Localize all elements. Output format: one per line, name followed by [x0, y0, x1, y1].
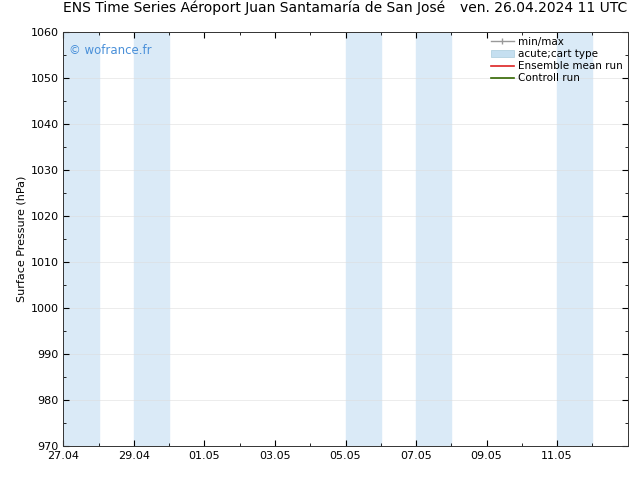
Text: ven. 26.04.2024 11 UTC: ven. 26.04.2024 11 UTC [460, 0, 628, 15]
Bar [416, 32, 451, 446]
Bar [346, 32, 381, 446]
Text: ENS Time Series Aéroport Juan Santamaría de San José: ENS Time Series Aéroport Juan Santamaría… [63, 0, 446, 15]
Bar [134, 32, 169, 446]
Text: © wofrance.fr: © wofrance.fr [69, 44, 152, 57]
Bar [63, 32, 99, 446]
Bar [557, 32, 592, 446]
Legend: min/max, acute;cart type, Ensemble mean run, Controll run: min/max, acute;cart type, Ensemble mean … [489, 35, 624, 85]
Y-axis label: Surface Pressure (hPa): Surface Pressure (hPa) [16, 176, 26, 302]
